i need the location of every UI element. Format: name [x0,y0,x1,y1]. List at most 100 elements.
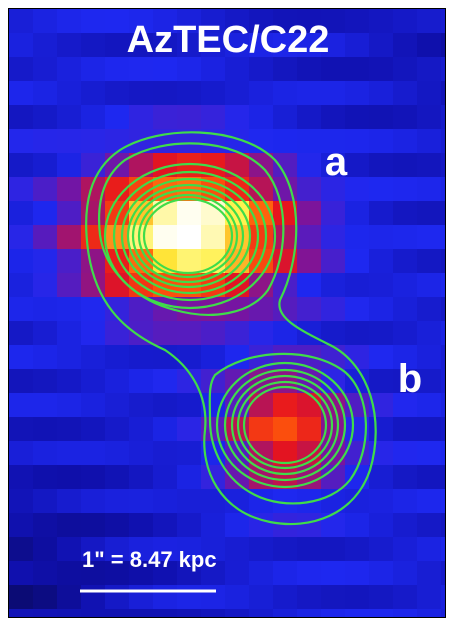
pixel [249,225,273,249]
pixel [81,489,105,513]
pixel [33,321,57,345]
pixel [321,561,345,585]
pixel [369,345,393,369]
pixel [369,537,393,561]
pixel [33,129,57,153]
pixel [9,177,33,201]
pixel [57,201,81,225]
pixel [273,585,297,609]
pixel [441,249,452,273]
pixel [129,417,153,441]
pixel [129,513,153,537]
pixel [33,441,57,465]
pixel [105,417,129,441]
pixel [81,369,105,393]
pixel [297,297,321,321]
pixel [129,369,153,393]
pixel [9,417,33,441]
pixel [33,225,57,249]
pixel [369,321,393,345]
pixel [393,201,417,225]
pixel [129,105,153,129]
pixel [9,57,33,81]
pixel [393,153,417,177]
pixel [9,489,33,513]
pixel [33,249,57,273]
pixel [273,489,297,513]
pixel [441,57,452,81]
pixel [441,393,452,417]
pixel [297,513,321,537]
pixel [393,465,417,489]
pixel [345,129,369,153]
pixel [417,321,441,345]
pixel [81,585,105,609]
pixel [33,9,57,33]
pixel [273,417,297,441]
pixel [297,201,321,225]
pixel [105,153,129,177]
pixel [417,537,441,561]
pixel [57,321,81,345]
pixel [81,321,105,345]
pixel [153,585,177,609]
pixel [369,465,393,489]
pixel [345,105,369,129]
pixel [393,33,417,57]
pixel [57,369,81,393]
pixel [33,273,57,297]
pixel [177,81,201,105]
pixel [153,81,177,105]
pixel [57,177,81,201]
pixel [345,9,369,33]
pixel [369,129,393,153]
pixel [9,81,33,105]
pixel [441,537,452,561]
pixel [81,513,105,537]
pixel [81,393,105,417]
pixel [417,585,441,609]
pixel [393,321,417,345]
pixel [393,9,417,33]
pixel [417,297,441,321]
pixel [81,9,105,33]
pixel [321,273,345,297]
pixel [273,273,297,297]
pixel [57,561,81,585]
pixel [57,105,81,129]
pixel [33,561,57,585]
pixel [345,201,369,225]
pixel [57,57,81,81]
pixel [297,225,321,249]
pixel [81,33,105,57]
pixel [33,393,57,417]
pixel [33,585,57,609]
pixel [33,465,57,489]
pixel [153,225,177,249]
pixel [81,297,105,321]
pixel [57,393,81,417]
pixel [9,201,33,225]
intensity-map [9,9,452,626]
pixel [393,177,417,201]
pixel [297,585,321,609]
pixel [81,417,105,441]
pixel [297,561,321,585]
pixel [153,369,177,393]
pixel [57,153,81,177]
pixel [393,537,417,561]
pixel [9,561,33,585]
pixel [321,513,345,537]
pixel [201,297,225,321]
pixel [297,537,321,561]
pixel [345,585,369,609]
pixel [249,561,273,585]
pixel [417,273,441,297]
pixel [105,513,129,537]
pixel [321,585,345,609]
pixel [9,393,33,417]
pixel [105,225,129,249]
pixel [129,393,153,417]
pixel [345,249,369,273]
pixel [177,105,201,129]
